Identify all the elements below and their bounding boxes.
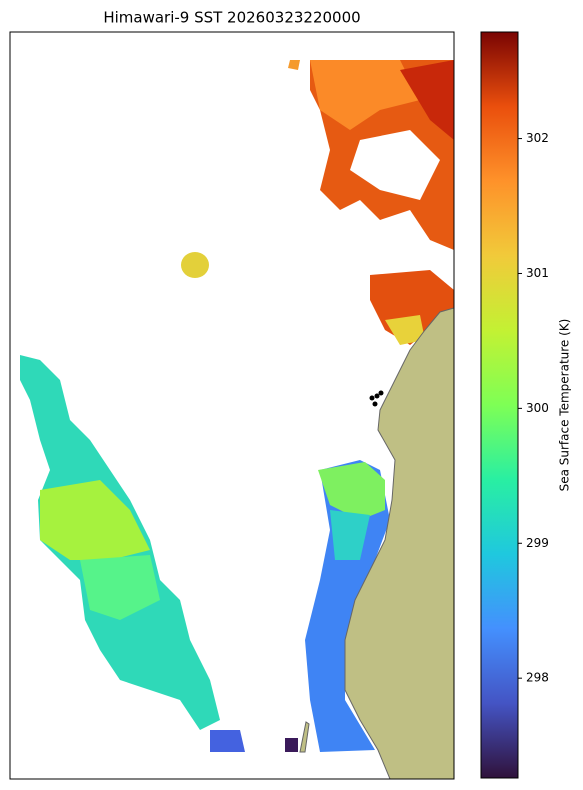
colorbar-tick-label: 300	[526, 401, 549, 415]
colorbar-tick-label: 302	[526, 131, 549, 145]
map-title: Himawari-9 SST 20260323220000	[103, 9, 360, 27]
colorbar	[480, 31, 519, 779]
map-frame	[9, 31, 455, 780]
colorbar-label: Sea Surface Temperature (K)	[558, 319, 572, 492]
sst-field	[20, 60, 454, 779]
colorbar-tick-label: 301	[526, 266, 549, 280]
colorbar-tick-label: 299	[526, 536, 549, 550]
colorbar-tick-label: 298	[526, 671, 549, 685]
